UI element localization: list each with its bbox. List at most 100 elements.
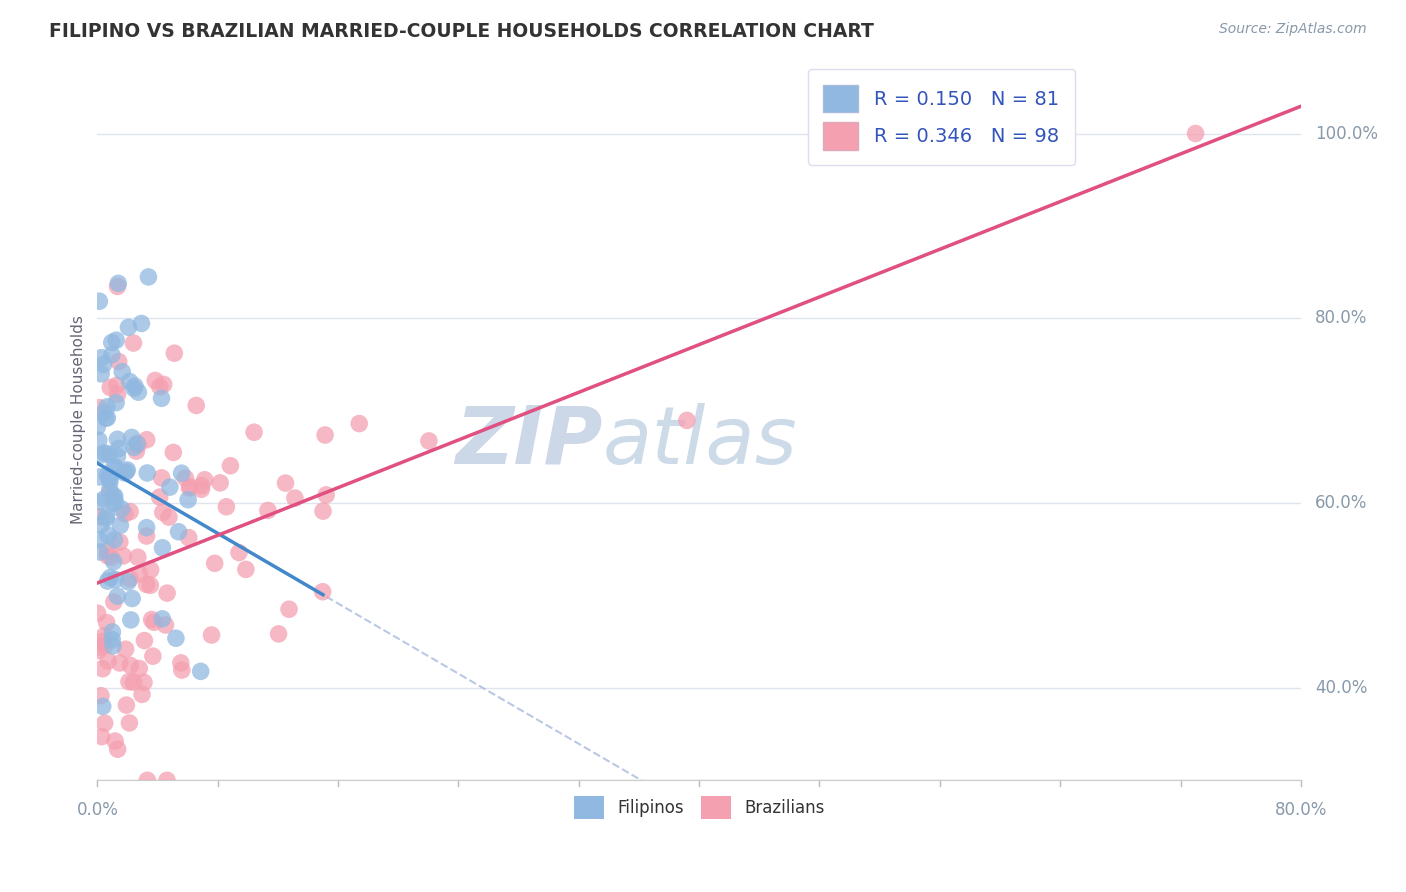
Point [89, 533, 111, 547]
Point [101, 632, 124, 647]
Point [103, 533, 125, 547]
Point [93, 446, 115, 460]
Text: 40.0%: 40.0% [1315, 679, 1368, 697]
Point [194, 473, 217, 487]
Point [235, 562, 257, 576]
Point [135, 433, 157, 447]
Point [284, 491, 307, 505]
Point [91, 662, 114, 676]
Point [215, 500, 238, 514]
Y-axis label: Married-couple Households: Married-couple Households [72, 316, 86, 524]
Point [104, 462, 127, 476]
Point [135, 529, 157, 543]
Point [96, 410, 118, 425]
Point [86, 606, 108, 620]
Point [162, 445, 184, 459]
Point [112, 549, 135, 563]
Point [209, 475, 232, 490]
Point [274, 476, 297, 491]
Point [105, 333, 128, 347]
Point [107, 277, 129, 291]
Point [96, 400, 118, 414]
Point [177, 492, 200, 507]
Point [111, 502, 134, 516]
Point [150, 471, 173, 485]
Point [89, 640, 111, 654]
Point [149, 380, 172, 394]
Point [87, 495, 110, 509]
Point [90, 367, 112, 381]
Point [139, 563, 162, 577]
Point [103, 458, 125, 473]
Point [89, 294, 111, 309]
Point [159, 480, 181, 494]
Point [94, 411, 117, 425]
Point [143, 374, 166, 388]
Point [131, 317, 153, 331]
Point [89, 545, 111, 559]
Point [89, 470, 111, 484]
Point [104, 495, 127, 509]
Point [97, 528, 120, 542]
Point [117, 463, 139, 477]
Point [96, 615, 118, 630]
Point [163, 346, 186, 360]
Point [101, 639, 124, 653]
Point [127, 385, 149, 400]
Point [90, 351, 112, 365]
Point [100, 335, 122, 350]
Legend: Filipinos, Brazilians: Filipinos, Brazilians [567, 789, 831, 826]
Point [152, 541, 174, 555]
Point [101, 624, 124, 639]
Point [135, 521, 157, 535]
Point [139, 578, 162, 592]
Point [90, 730, 112, 744]
Point [117, 574, 139, 589]
Point [107, 279, 129, 293]
Point [108, 442, 131, 456]
Point [97, 543, 120, 558]
Point [120, 613, 142, 627]
Point [152, 377, 174, 392]
Point [127, 550, 149, 565]
Point [107, 742, 129, 756]
Point [312, 584, 335, 599]
Point [312, 504, 335, 518]
Point [104, 489, 127, 503]
Point [93, 358, 115, 372]
Point [93, 406, 115, 420]
Text: 60.0%: 60.0% [1315, 494, 1368, 512]
Point [121, 591, 143, 606]
Point [96, 508, 118, 523]
Point [157, 510, 180, 524]
Point [111, 365, 134, 379]
Point [98, 380, 121, 394]
Point [257, 503, 280, 517]
Point [96, 574, 118, 588]
Point [278, 602, 301, 616]
Point [89, 509, 111, 524]
Point [98, 570, 121, 584]
Point [136, 466, 159, 480]
Point [190, 483, 212, 497]
Point [98, 470, 121, 484]
Point [122, 381, 145, 395]
Point [110, 518, 132, 533]
Point [118, 572, 141, 586]
Text: atlas: atlas [603, 402, 797, 481]
Text: 0.0%: 0.0% [76, 801, 118, 819]
Point [152, 505, 174, 519]
Point [115, 465, 138, 479]
Point [174, 471, 197, 485]
Point [98, 486, 121, 500]
Point [136, 773, 159, 788]
Point [94, 639, 117, 653]
Point [103, 496, 125, 510]
Point [118, 375, 141, 389]
Point [91, 448, 114, 462]
Point [96, 549, 118, 563]
Point [122, 441, 145, 455]
Point [190, 665, 212, 679]
Point [243, 425, 266, 440]
Point [170, 656, 193, 670]
